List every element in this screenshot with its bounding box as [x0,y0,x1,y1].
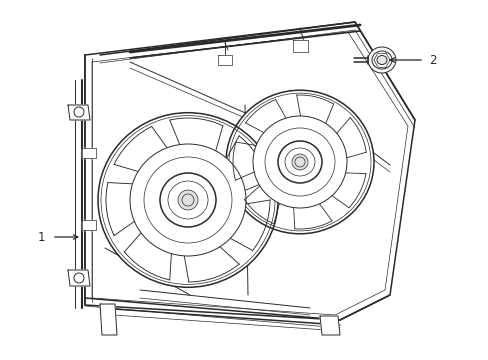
Ellipse shape [278,141,321,183]
Ellipse shape [291,154,307,170]
Polygon shape [82,220,96,230]
Ellipse shape [371,51,391,69]
Polygon shape [68,270,90,286]
Ellipse shape [160,173,216,227]
Polygon shape [82,148,96,158]
Ellipse shape [98,113,278,287]
Polygon shape [319,316,339,335]
Text: 1: 1 [38,230,45,243]
Ellipse shape [130,144,245,256]
Ellipse shape [178,190,198,210]
Polygon shape [292,40,307,52]
Ellipse shape [225,90,373,234]
Polygon shape [218,55,231,65]
Ellipse shape [367,47,395,73]
Text: 2: 2 [428,54,436,67]
Polygon shape [85,22,414,320]
Polygon shape [68,105,90,120]
Ellipse shape [376,55,386,64]
Ellipse shape [252,116,346,208]
Polygon shape [100,304,117,335]
